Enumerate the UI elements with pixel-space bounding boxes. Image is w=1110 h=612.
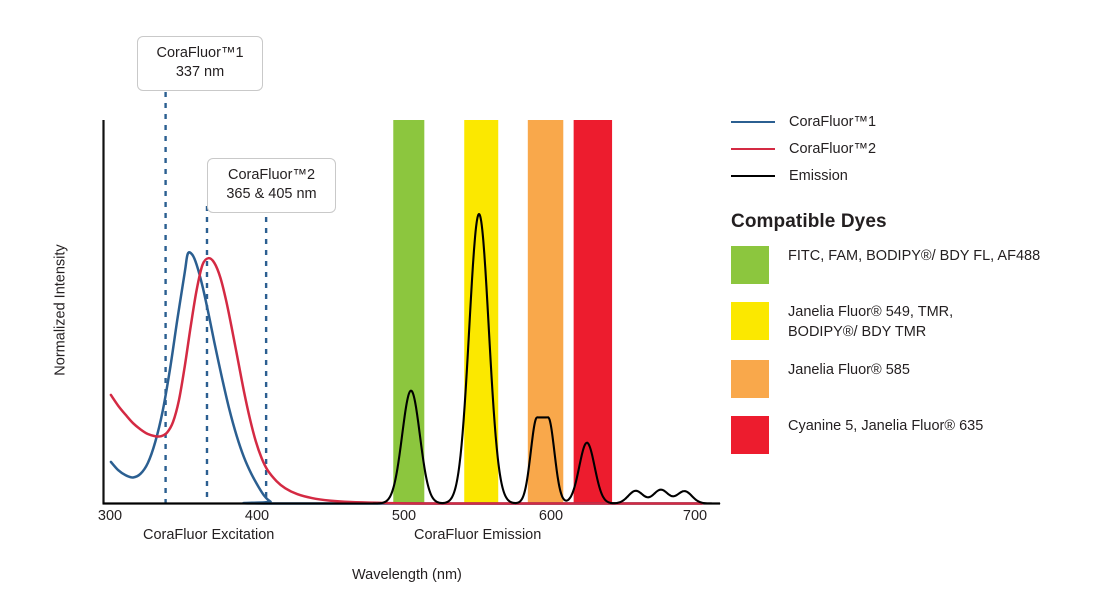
series-legend-list: CoraFluor™1 CoraFluor™2 Emission (731, 108, 1091, 189)
dye-color-swatch-2 (731, 360, 769, 399)
legend-series-label-1: CoraFluor™2 (789, 140, 877, 157)
dye-color-swatch-1 (731, 302, 769, 340)
compatible-dyes-list: FITC, FAM, BODIPY®/ BDY FL, AF488 Janelia… (731, 246, 1091, 455)
callout-cf1-line2: 337 nm (175, 64, 225, 81)
legend-line-swatch-2 (731, 174, 775, 177)
dye-row-0: FITC, FAM, BODIPY®/ BDY FL, AF488 (731, 246, 1091, 284)
spectra-curve-group (102, 213, 721, 505)
callout-cf1-line1: CoraFluor™1 (156, 45, 244, 61)
x-tick-400: 400 (244, 508, 270, 524)
x-axis-section-emission: CoraFluor Emission (414, 527, 542, 543)
curve-excitation-CoraFluor1 (109, 251, 704, 505)
dye-row-1: Janelia Fluor® 549, TMR, BODIPY®/ BDY TMR (731, 302, 1091, 342)
chart-legend: CoraFluor™1 CoraFluor™2 Emission Compatibl… (731, 108, 1091, 472)
x-tick-500: 500 (391, 508, 417, 524)
callout-cf2-line1: CoraFluor™2 (227, 167, 316, 183)
legend-line-swatch-0 (731, 120, 775, 123)
y-axis-title: Normalized Intensity (52, 244, 69, 376)
emission-band-group (393, 120, 613, 504)
curve-emission-Emission (102, 213, 721, 505)
legend-series-label-2: Emission (789, 167, 848, 184)
callout-cf2-line2: 365 & 405 nm (226, 186, 317, 203)
x-tick-300: 300 (97, 508, 123, 524)
x-tick-700: 700 (682, 508, 708, 524)
compatible-dyes-title: Compatible Dyes (731, 211, 887, 232)
callout-corafluor-1: CoraFluor™1 337 nm (137, 36, 263, 92)
emission-band-0 (393, 120, 425, 504)
emission-band-3 (573, 120, 613, 504)
legend-series-row-0: CoraFluor™1 (731, 108, 1091, 135)
emission-band-2 (527, 120, 564, 504)
dye-row-2: Janelia Fluor® 585 (731, 360, 1091, 399)
legend-series-label-0: CoraFluor™1 (789, 113, 877, 130)
x-tick-600: 600 (538, 508, 564, 524)
dye-label-2: Janelia Fluor® 585 (788, 362, 910, 379)
dye-label-3: Cyanine 5, Janelia Fluor® 635 (788, 418, 984, 435)
legend-line-swatch-1 (731, 147, 775, 150)
legend-series-row-2: Emission (731, 162, 1091, 189)
dye-row-3: Cyanine 5, Janelia Fluor® 635 (731, 416, 1091, 455)
legend-series-row-1: CoraFluor™2 (731, 135, 1091, 162)
dye-color-swatch-0 (731, 246, 769, 284)
dye-label-1: Janelia Fluor® 549, TMR, BODIPY®/ BDY TMR (788, 304, 954, 340)
x-axis-title: Wavelength (nm) (352, 567, 462, 583)
dye-label-0: FITC, FAM, BODIPY®/ BDY FL, AF488 (788, 248, 1041, 264)
dye-color-swatch-3 (731, 416, 769, 455)
x-axis-section-excitation: CoraFluor Excitation (143, 527, 275, 543)
curve-excitation-CoraFluor2 (109, 256, 704, 505)
callout-corafluor-2: CoraFluor™2 365 & 405 nm (207, 158, 336, 214)
